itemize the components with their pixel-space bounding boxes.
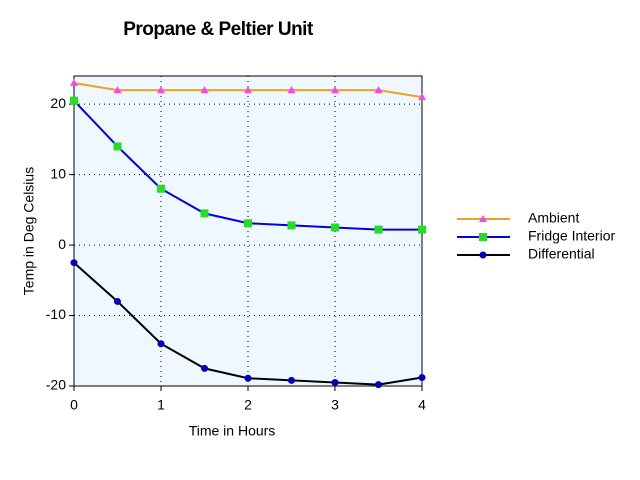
x-tick-label: 1 [157, 397, 165, 413]
marker [70, 259, 78, 267]
marker [157, 340, 165, 348]
marker [374, 86, 383, 94]
marker [157, 184, 165, 193]
x-tick-label: 0 [70, 397, 78, 413]
marker [479, 251, 487, 259]
y-tick-label: 0 [58, 236, 66, 252]
marker [201, 364, 208, 372]
y-tick-label: 20 [50, 95, 66, 111]
marker [70, 96, 78, 105]
y-tick-label: -10 [46, 306, 66, 322]
y-tick-label: -20 [46, 377, 66, 393]
marker [288, 376, 295, 384]
marker [331, 378, 339, 386]
marker [200, 86, 209, 94]
x-tick-label: 4 [418, 397, 426, 413]
marker [418, 374, 426, 382]
marker [200, 209, 209, 218]
x-tick-label: 3 [331, 397, 339, 413]
marker [287, 221, 296, 230]
marker [375, 381, 382, 389]
y-tick-label: 10 [50, 165, 66, 181]
legend-label: Ambient [528, 210, 579, 226]
marker [244, 374, 252, 382]
marker [331, 223, 339, 232]
marker [113, 86, 122, 94]
marker [70, 79, 78, 87]
marker [331, 86, 339, 94]
legend-label: Differential [528, 246, 595, 262]
marker [114, 297, 121, 305]
marker [479, 233, 487, 241]
marker [287, 86, 296, 94]
chart-title: Propane & Peltier Unit [123, 19, 314, 40]
marker [244, 86, 252, 94]
marker [244, 219, 252, 228]
marker [418, 225, 426, 234]
marker [157, 86, 165, 94]
y-axis-label: Temp in Deg Celsius [21, 167, 37, 295]
marker [374, 225, 383, 234]
legend-label: Fridge Interior [528, 228, 615, 244]
x-tick-label: 2 [244, 397, 252, 413]
x-axis-label: Time in Hours [189, 423, 276, 439]
marker [418, 93, 426, 101]
marker [479, 215, 487, 222]
marker [113, 142, 122, 151]
